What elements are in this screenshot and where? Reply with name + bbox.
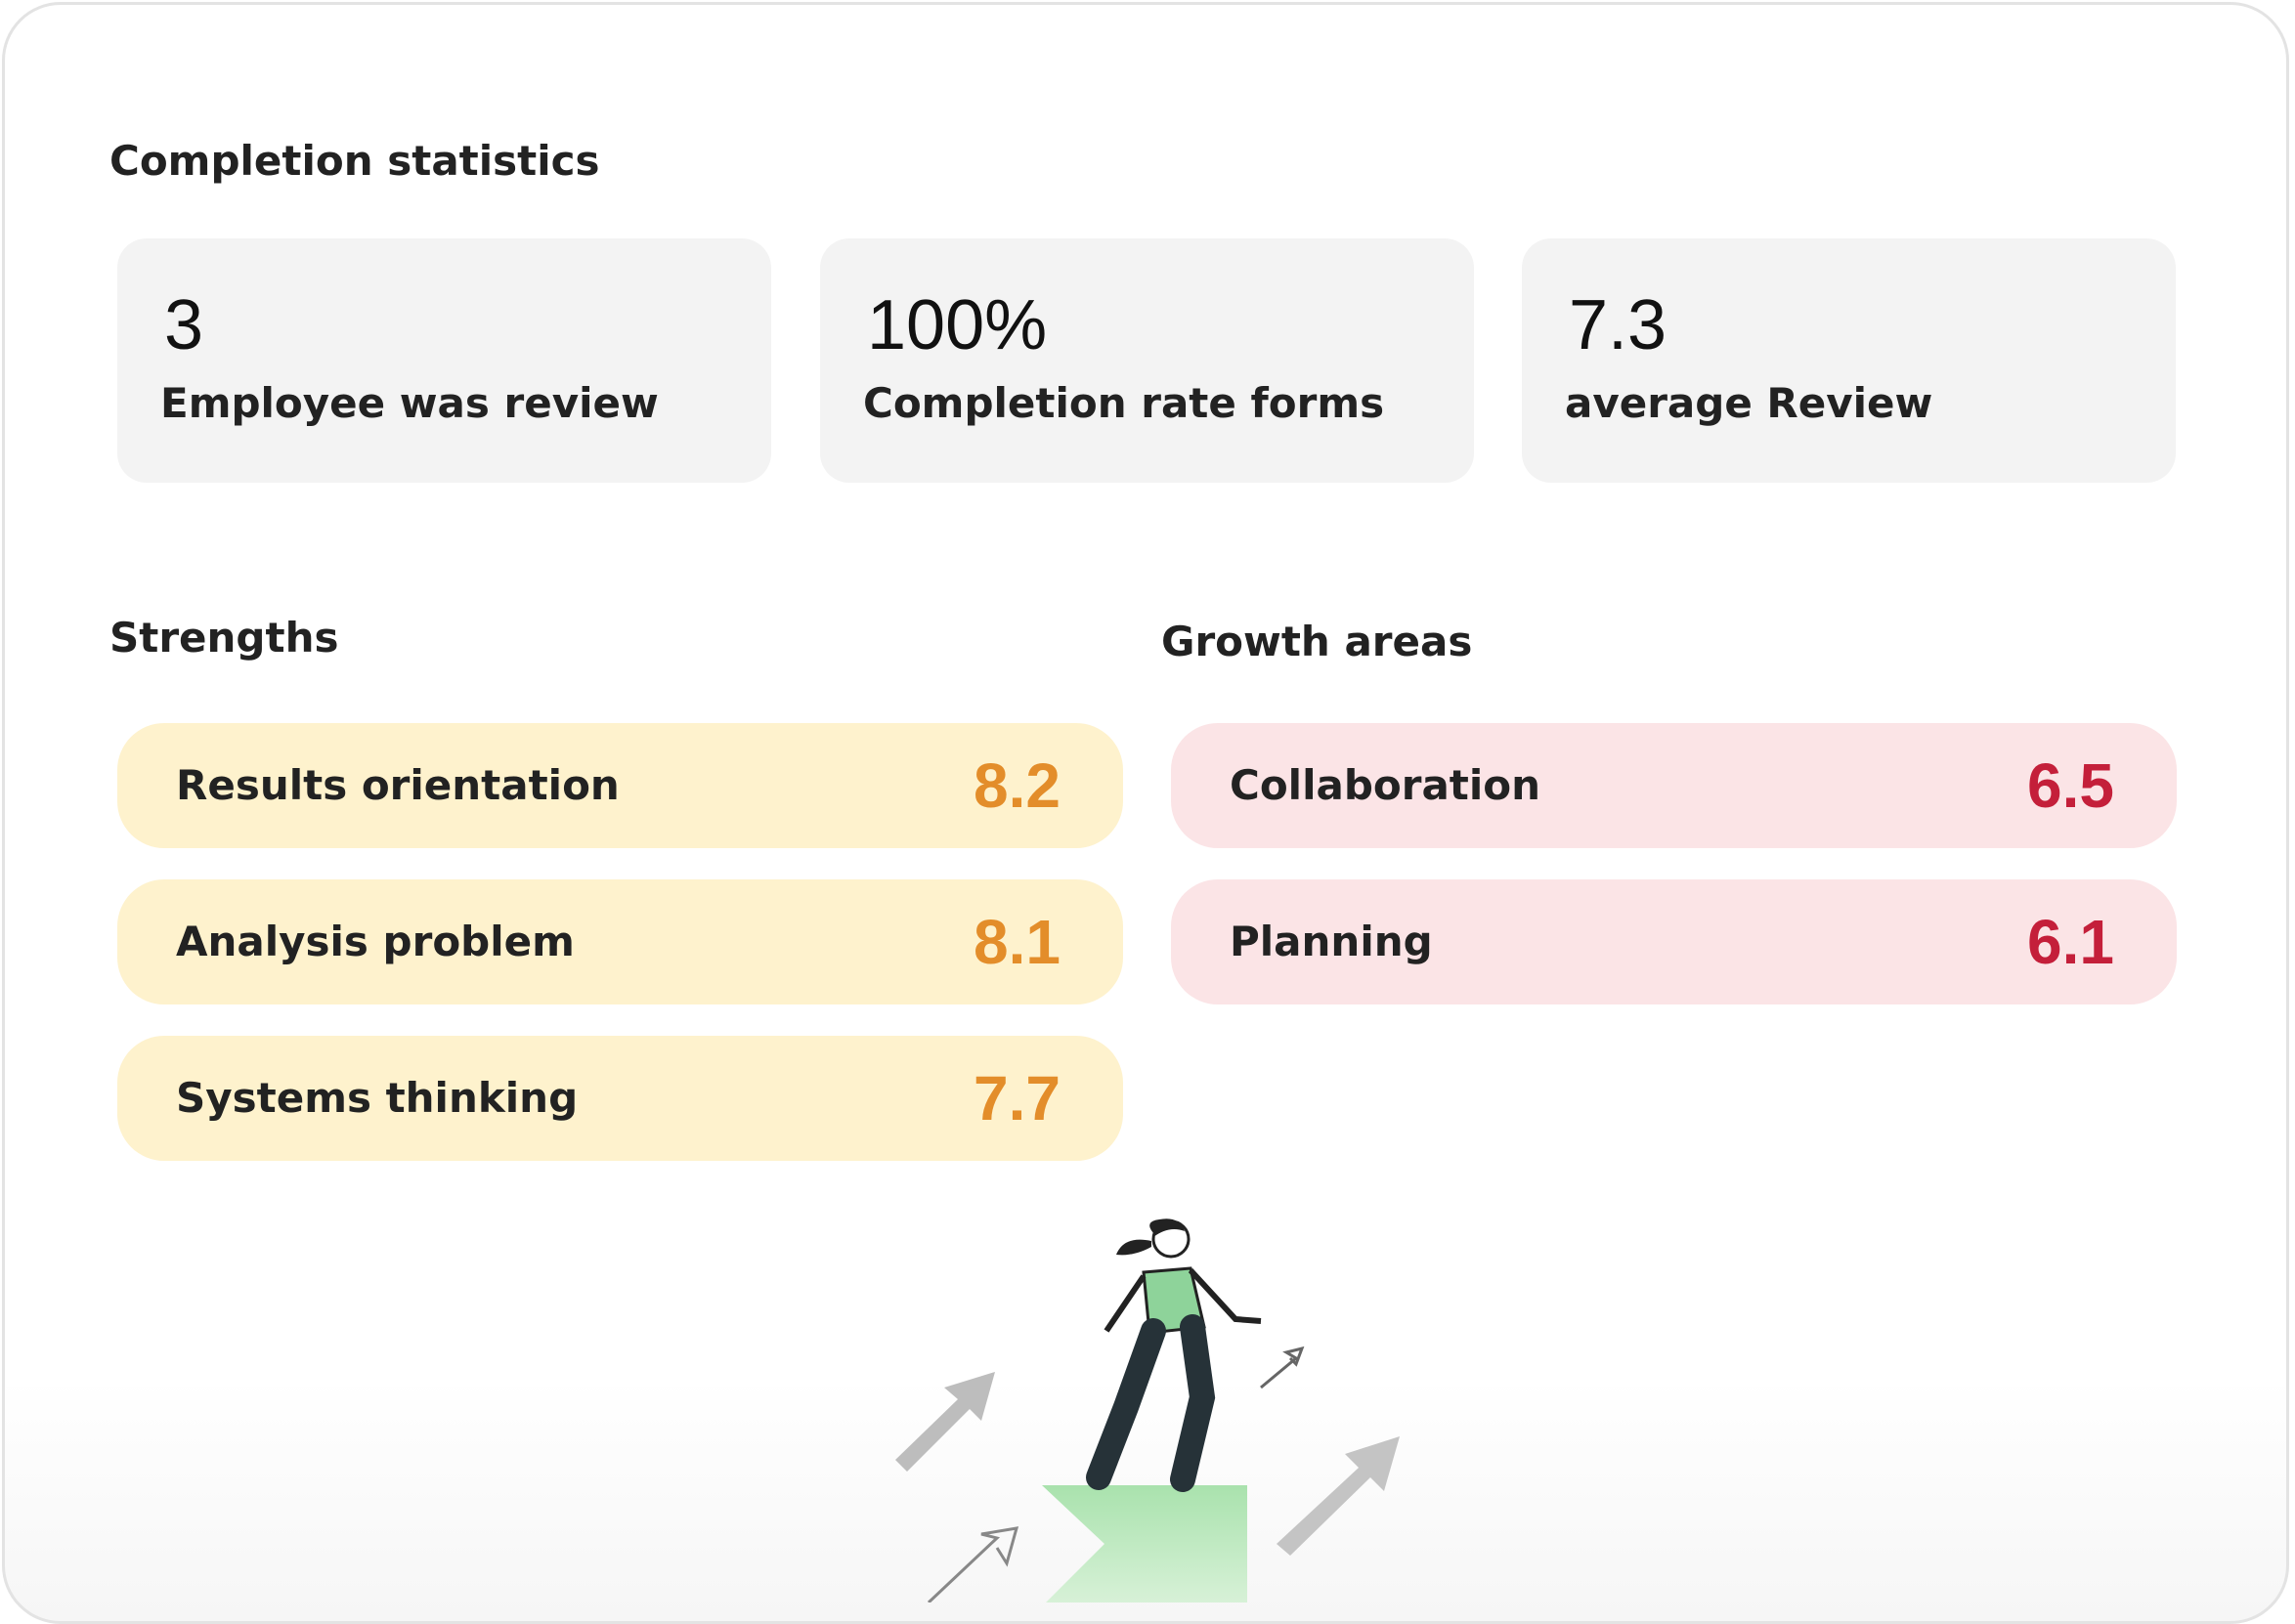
section-title: Completion statistics (109, 137, 600, 185)
stat-value: 3 (164, 286, 204, 364)
stat-card: 100% Completion rate forms (820, 238, 1474, 483)
score-pill: Planning 6.1 (1171, 879, 2177, 1004)
illustration (895, 1218, 1400, 1603)
stat-label: Completion rate forms (863, 379, 1385, 427)
score-pill: Analysis problem 8.1 (117, 879, 1123, 1004)
score-label: Planning (1230, 918, 1433, 965)
score-value: 6.1 (2027, 907, 2114, 977)
stat-card: 7.3 average Review (1522, 238, 2176, 483)
stat-value: 100% (867, 286, 1048, 364)
score-pill: Results orientation 8.2 (117, 723, 1123, 848)
section-title: Growth areas (1161, 618, 1473, 665)
score-label: Collaboration (1230, 761, 1541, 809)
score-value: 6.5 (2027, 750, 2114, 821)
score-pill: Systems thinking 7.7 (117, 1036, 1123, 1161)
section-title: Strengths (109, 614, 339, 662)
score-label: Analysis problem (176, 918, 575, 965)
score-value: 7.7 (974, 1063, 1061, 1133)
score-value: 8.2 (974, 750, 1061, 821)
score-label: Systems thinking (176, 1074, 579, 1122)
stat-value: 7.3 (1569, 286, 1667, 364)
stat-label: Employee was review (160, 379, 659, 427)
score-value: 8.1 (974, 907, 1061, 977)
stat-card: 3 Employee was review (117, 238, 771, 483)
score-label: Results orientation (176, 761, 620, 809)
score-pill: Collaboration 6.5 (1171, 723, 2177, 848)
stat-label: average Review (1565, 379, 1933, 427)
